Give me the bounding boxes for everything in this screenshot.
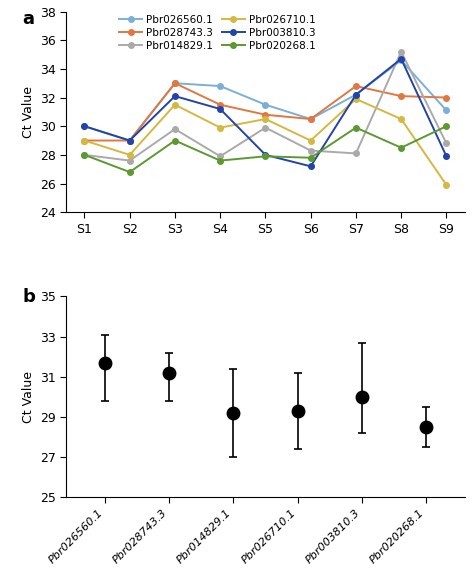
Pbr020268.1 [82,151,87,158]
Line: Pbr026560.1: Pbr026560.1 [82,57,449,143]
Pbr028743.3 [82,137,87,144]
Pbr028743.3 [263,112,268,118]
Pbr014829.1 [444,140,449,147]
Pbr026710.1 [353,95,359,102]
Pbr020268.1 [444,123,449,129]
Pbr003810.3 [353,91,359,98]
Pbr028743.3 [353,83,359,90]
Pbr026560.1 [127,137,133,144]
Pbr028743.3 [218,101,223,108]
Legend: Pbr026560.1, Pbr028743.3, Pbr014829.1, Pbr026710.1, Pbr003810.3, Pbr020268.1: Pbr026560.1, Pbr028743.3, Pbr014829.1, P… [119,15,316,51]
Pbr026560.1 [444,107,449,114]
Pbr014829.1 [172,125,178,132]
Text: b: b [23,288,36,306]
Line: Pbr003810.3: Pbr003810.3 [82,56,449,169]
Text: a: a [23,10,35,28]
Pbr026560.1 [398,57,404,64]
Pbr020268.1 [398,144,404,151]
Pbr026710.1 [444,181,449,188]
Pbr028743.3 [398,92,404,99]
Pbr020268.1 [127,169,133,176]
Y-axis label: Ct Value: Ct Value [21,86,35,138]
Pbr026710.1 [398,116,404,123]
Pbr014829.1 [218,153,223,160]
Y-axis label: Ct Value: Ct Value [21,370,35,423]
Pbr026710.1 [263,116,268,123]
Pbr026560.1 [82,123,87,129]
Pbr003810.3 [218,106,223,113]
Pbr014829.1 [263,124,268,131]
Pbr020268.1 [308,154,313,161]
Line: Pbr020268.1: Pbr020268.1 [82,124,449,175]
Pbr020268.1 [218,157,223,164]
Pbr003810.3 [82,123,87,129]
Pbr026710.1 [127,151,133,158]
Pbr020268.1 [263,153,268,160]
Pbr003810.3 [127,137,133,144]
Pbr003810.3 [172,92,178,99]
Pbr003810.3 [308,163,313,170]
Pbr028743.3 [127,137,133,144]
Pbr026560.1 [263,101,268,108]
Line: Pbr026710.1: Pbr026710.1 [82,96,449,188]
Pbr003810.3 [263,151,268,158]
Pbr014829.1 [127,157,133,164]
Pbr026560.1 [218,83,223,90]
Pbr020268.1 [353,124,359,131]
Line: Pbr014829.1: Pbr014829.1 [82,49,449,164]
Pbr026560.1 [353,91,359,98]
Line: Pbr028743.3: Pbr028743.3 [82,80,449,143]
Pbr014829.1 [353,150,359,157]
Pbr026710.1 [308,137,313,144]
Pbr026560.1 [172,80,178,87]
Pbr026710.1 [82,137,87,144]
Pbr026560.1 [308,116,313,123]
Pbr028743.3 [172,80,178,87]
Pbr003810.3 [398,55,404,62]
Pbr028743.3 [308,116,313,123]
Pbr020268.1 [172,137,178,144]
Pbr028743.3 [444,94,449,101]
Pbr003810.3 [444,153,449,160]
Pbr026710.1 [218,124,223,131]
Pbr014829.1 [82,151,87,158]
Pbr014829.1 [308,147,313,154]
Pbr026710.1 [172,101,178,108]
Pbr014829.1 [398,48,404,55]
